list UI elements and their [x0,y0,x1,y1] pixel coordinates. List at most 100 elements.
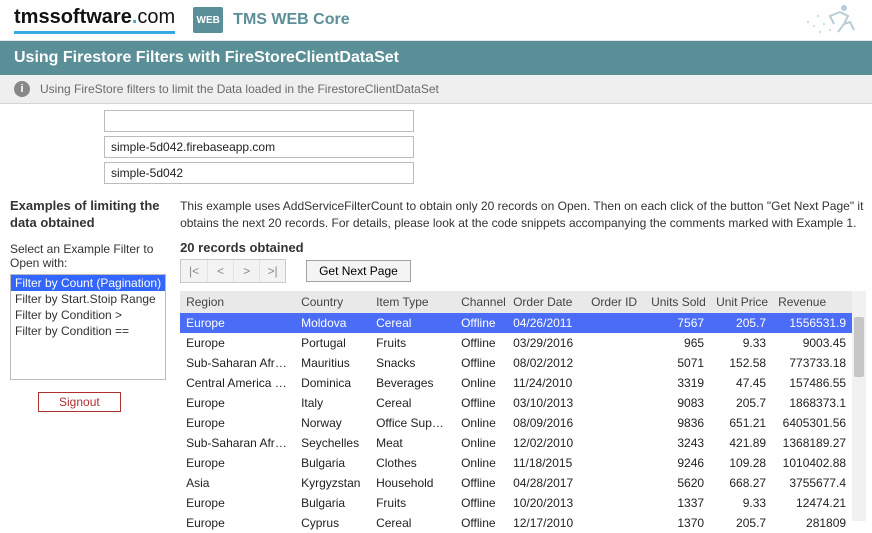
grid-toolbar: |< < > >| Get Next Page [180,259,866,283]
example-filter-item[interactable]: Filter by Condition == [11,323,165,339]
table-row[interactable]: EuropeMoldovaCerealOffline04/26/20117567… [180,313,852,333]
cell: 1368189.27 [772,433,852,453]
runner-icon [800,2,860,38]
cell: Asia [180,473,295,493]
column-header[interactable]: Region [180,291,295,313]
cell: 9.33 [710,493,772,513]
get-next-page-button[interactable]: Get Next Page [306,260,411,282]
example-filter-list[interactable]: Filter by Count (Pagination)Filter by St… [10,274,166,380]
records-label: 20 records obtained [180,240,866,255]
table-row[interactable]: Sub-Saharan AfricaMauritiusSnacksOffline… [180,353,852,373]
cell: 47.45 [710,373,772,393]
cell: 205.7 [710,393,772,413]
example-filter-item[interactable]: Filter by Count (Pagination) [11,275,165,291]
cell: Offline [455,353,507,373]
example-filter-item[interactable]: Filter by Condition > [11,307,165,323]
cell: Europe [180,513,295,533]
cell: Europe [180,333,295,353]
cell [585,393,645,413]
example-description: This example uses AddServiceFilterCount … [180,198,866,232]
table-row[interactable]: EuropeBulgariaFruitsOffline10/20/2013 133… [180,493,852,513]
cell: 205.7 [710,313,772,333]
cell: 109.28 [710,453,772,473]
projectid-input[interactable] [104,162,414,184]
cell: 9836 [645,413,710,433]
cell: Offline [455,313,507,333]
column-header[interactable]: Channel [455,291,507,313]
table-row[interactable]: EuropeBulgariaClothesOnline11/18/2015924… [180,453,852,473]
cell: 1337 [645,493,710,513]
cell: 10/20/2013 [507,493,585,513]
cell: Sub-Saharan Africa [180,353,295,373]
cell: 668.27 [710,473,772,493]
cell: 11/24/2010 [507,373,585,393]
cell: Online [455,413,507,433]
cell: 9.33 [710,333,772,353]
examples-heading: Examples of limiting the data obtained [10,198,166,232]
cell: 9003.45 [772,333,852,353]
column-header[interactable]: Units Sold [645,291,710,313]
cell: Bulgaria [295,493,370,513]
cell: Europe [180,453,295,473]
cell: Seychelles [295,433,370,453]
table-row[interactable]: AsiaKyrgyzstanHouseholdOffline04/28/2017… [180,473,852,493]
cell: Italy [295,393,370,413]
nav-prev[interactable]: < [207,260,233,282]
cell: 1010402.88 [772,453,852,473]
cell: 7567 [645,313,710,333]
cell: Europe [180,413,295,433]
cell [585,313,645,333]
cell: 205.7 [710,513,772,533]
cell: 12/02/2010 [507,433,585,453]
cell: 11/18/2015 [507,453,585,473]
column-header[interactable]: Revenue [772,291,852,313]
example-filter-item[interactable]: Filter by Start.Stoip Range [11,291,165,307]
table-row[interactable]: EuropePortugalFruitsOffline03/29/2016965… [180,333,852,353]
data-grid[interactable]: RegionCountryItem TypeChannelOrder DateO… [180,291,852,533]
web-badge: WEB [193,7,223,33]
cell: Europe [180,393,295,413]
signout-button[interactable]: Signout [38,392,121,412]
cell: Office Supplies [370,413,455,433]
cell: Europe [180,313,295,333]
connection-inputs [0,104,872,184]
scrollbar-thumb[interactable] [854,317,864,377]
nav-last[interactable]: >| [259,260,285,282]
cell: Clothes [370,453,455,473]
logo: tmssoftware.com [14,6,175,34]
cell: Offline [455,493,507,513]
column-header[interactable]: Item Type [370,291,455,313]
nav-next[interactable]: > [233,260,259,282]
nav-first[interactable]: |< [181,260,207,282]
table-row[interactable]: Central America and ...DominicaBeverages… [180,373,852,393]
table-row[interactable]: EuropeCyprusCerealOffline12/17/201013702… [180,513,852,533]
column-header[interactable]: Unit Price [710,291,772,313]
cell: Moldova [295,313,370,333]
authdomain-input[interactable] [104,136,414,158]
cell: Europe [180,493,295,513]
cell: 651.21 [710,413,772,433]
cell: 1868373.1 [772,393,852,413]
cell: Portugal [295,333,370,353]
table-row[interactable]: EuropeNorwayOffice SuppliesOnline08/09/2… [180,413,852,433]
examples-hint: Select an Example Filter to Open with: [10,242,166,270]
cell: 9246 [645,453,710,473]
cell: 03/29/2016 [507,333,585,353]
column-header[interactable]: Country [295,291,370,313]
cell: 152.58 [710,353,772,373]
cell: Household [370,473,455,493]
table-row[interactable]: EuropeItalyCerealOffline03/10/2013908320… [180,393,852,413]
cell [585,333,645,353]
cell: Fruits [370,493,455,513]
cell: Cereal [370,513,455,533]
apikey-input[interactable] [104,110,414,132]
cell: Snacks [370,353,455,373]
table-row[interactable]: Sub-Saharan AfricaSeychellesMeatOnline12… [180,433,852,453]
column-header[interactable]: Order Date [507,291,585,313]
cell: Cereal [370,313,455,333]
cell: 965 [645,333,710,353]
cell: Bulgaria [295,453,370,473]
cell: Online [455,373,507,393]
cell: Offline [455,333,507,353]
column-header[interactable]: Order ID [585,291,645,313]
